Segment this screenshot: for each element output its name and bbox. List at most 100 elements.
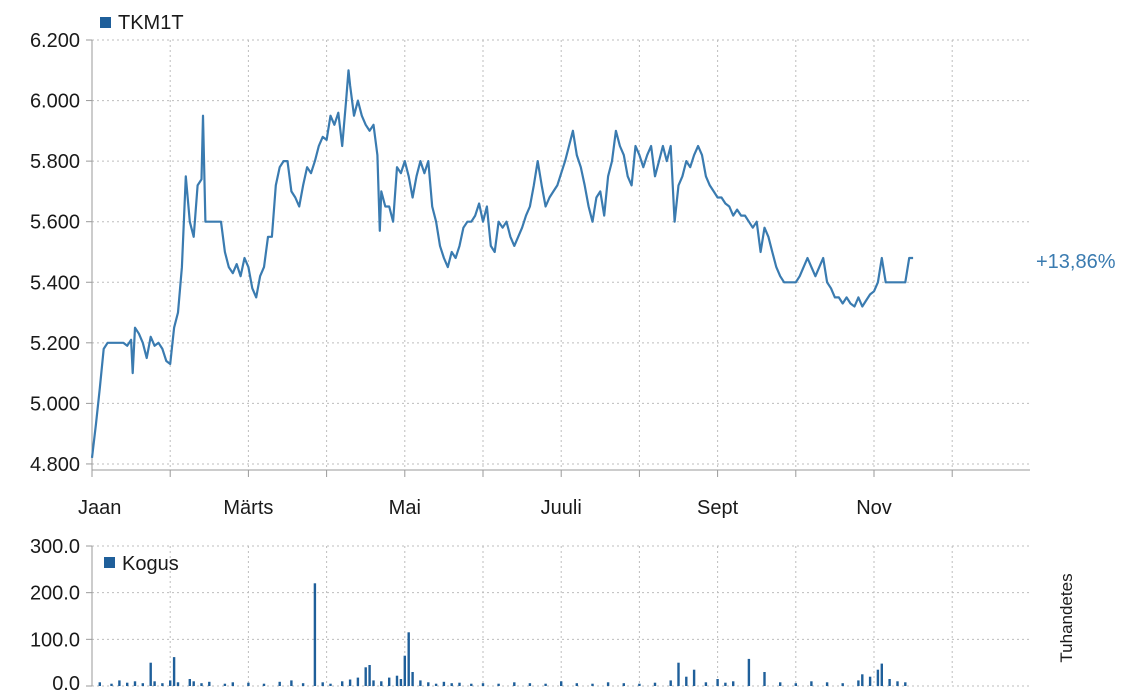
volume-bar <box>544 683 547 686</box>
volume-bar <box>442 681 446 686</box>
volume-bar <box>575 683 578 686</box>
volume-bar <box>118 680 121 686</box>
volume-bar <box>247 682 250 686</box>
volume-bar <box>133 681 137 686</box>
volume-bar <box>321 682 324 686</box>
price-legend-label: TKM1T <box>118 12 184 34</box>
volume-bar <box>372 680 375 686</box>
volume-bar <box>606 682 610 686</box>
volume-bar <box>419 680 422 686</box>
volume-bar <box>876 669 880 686</box>
volume-bar <box>110 683 113 686</box>
volume-bar <box>857 680 860 686</box>
price-axis: 4.800 5.000 5.200 5.400 5.600 5.800 6.000 6.200… <box>30 30 1030 519</box>
volume-bar <box>434 683 438 686</box>
volume-bar <box>341 681 344 686</box>
volume-bar <box>395 675 399 686</box>
volume-bar <box>200 683 203 686</box>
volume-bar <box>223 683 227 686</box>
volume-legend-swatch <box>104 557 115 568</box>
volume-bar <box>458 682 461 686</box>
volume-bar <box>262 683 266 686</box>
volume-bar <box>513 682 516 686</box>
volume-bar <box>172 657 176 686</box>
volume-gridlines <box>91 545 1030 687</box>
volume-bar <box>356 677 360 686</box>
volume-bar <box>591 683 594 686</box>
price-change-label: +13,86% <box>1036 251 1116 273</box>
volume-bar <box>763 672 766 686</box>
volume-bar <box>841 683 844 686</box>
volume-bar <box>450 683 453 686</box>
price-y-tick-label: 5.200 <box>30 333 80 355</box>
volume-bar <box>810 681 813 686</box>
volume-bars <box>98 583 907 686</box>
price-y-tick-label: 5.600 <box>30 212 80 234</box>
volume-bar <box>638 683 641 686</box>
volume-bar <box>868 676 872 686</box>
price-series <box>90 69 914 459</box>
volume-bar <box>364 667 367 686</box>
volume-y-tick-label: 300.0 <box>30 536 80 558</box>
price-x-tick-label: Nov <box>856 497 892 519</box>
volume-bar <box>169 680 172 686</box>
volume-legend: Kogus <box>104 553 179 575</box>
volume-bar <box>704 682 708 686</box>
volume-bar <box>278 681 281 686</box>
price-x-tick-label: Juuli <box>541 497 582 519</box>
price-series-line <box>90 69 914 459</box>
volume-bar <box>188 679 191 686</box>
volume-axis: 0.0 100.0 200.0 300.0 <box>30 536 93 691</box>
price-y-tick-label: 5.400 <box>30 272 80 294</box>
volume-legend-label: Kogus <box>122 553 179 575</box>
volume-bar <box>411 672 414 686</box>
volume-bar <box>470 683 473 686</box>
volume-bar <box>368 665 371 686</box>
volume-bar <box>653 682 657 686</box>
volume-y-tick-label: 0.0 <box>52 673 80 691</box>
volume-bar <box>560 681 563 686</box>
volume-bar <box>692 669 696 686</box>
volume-bar <box>685 676 688 686</box>
volume-bar <box>153 681 156 686</box>
price-x-tick-label: Sept <box>697 497 739 519</box>
price-legend-swatch <box>100 17 111 28</box>
volume-bar <box>348 679 352 686</box>
volume-bar <box>301 683 305 686</box>
price-gridlines <box>91 39 1030 470</box>
volume-bar <box>528 683 532 686</box>
volume-bar <box>779 682 782 686</box>
volume-bar <box>208 681 211 686</box>
volume-bar <box>149 662 152 686</box>
price-y-tick-label: 5.000 <box>30 393 80 415</box>
volume-bar <box>427 682 430 686</box>
volume-y-tick-label: 200.0 <box>30 583 80 605</box>
volume-bar <box>388 677 391 686</box>
volume-bar <box>888 679 891 686</box>
volume-bar <box>161 683 164 686</box>
volume-bar <box>313 583 317 686</box>
volume-bar <box>231 682 234 686</box>
volume-bar <box>98 682 101 686</box>
volume-bar <box>716 679 719 686</box>
volume-bar <box>861 674 864 686</box>
volume-bar <box>399 679 403 686</box>
volume-bar <box>497 683 500 686</box>
volume-bar <box>825 682 829 686</box>
volume-bar <box>904 682 907 686</box>
volume-bar <box>481 683 485 686</box>
volume-bar <box>403 655 406 686</box>
volume-bar <box>794 683 797 686</box>
price-legend: TKM1T <box>100 12 184 34</box>
volume-bar <box>380 681 383 686</box>
volume-bar <box>732 681 735 686</box>
price-y-tick-label: 4.800 <box>30 454 80 476</box>
volume-y-tick-label: 100.0 <box>30 629 80 651</box>
volume-bar <box>192 681 195 686</box>
price-y-tick-label: 5.800 <box>30 151 80 173</box>
volume-bar <box>176 682 180 686</box>
price-x-tick-label: Märts <box>223 497 273 519</box>
volume-bar <box>290 680 293 686</box>
